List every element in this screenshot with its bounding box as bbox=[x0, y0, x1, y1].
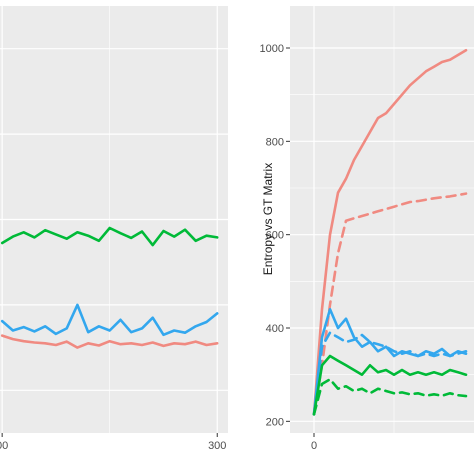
right-panel-grid bbox=[290, 6, 474, 433]
left-panel-x-ticks: 00 300 bbox=[0, 433, 226, 452]
right-series-line-3 bbox=[312, 331, 468, 416]
right-panel-ticks: 0 200 400 600 800 1000 bbox=[260, 43, 318, 452]
right-x-tick-label: 0 bbox=[311, 440, 317, 452]
left-panel-series bbox=[0, 226, 219, 349]
left-series-line-2 bbox=[0, 334, 219, 349]
right-y-tick-label: 400 bbox=[266, 323, 284, 335]
left-panel: 00 300 bbox=[0, 6, 228, 452]
left-series-line-0 bbox=[0, 226, 219, 247]
right-series-line-4 bbox=[312, 354, 468, 416]
right-y-tick-label: 200 bbox=[266, 416, 284, 428]
right-series-line-1 bbox=[312, 192, 468, 416]
right-y-axis-title: Entropy vs GT Matrix bbox=[261, 163, 275, 275]
left-panel-grid bbox=[0, 6, 228, 433]
right-panel: 0 200 400 600 800 1000 Entropy vs GT Matrix bbox=[260, 6, 474, 452]
right-y-tick-label: 1000 bbox=[260, 43, 284, 55]
left-x-tick-label: 00 bbox=[0, 440, 8, 452]
right-series-line-0 bbox=[312, 49, 468, 416]
left-x-tick-label: 300 bbox=[208, 440, 226, 452]
right-series-line-5 bbox=[312, 378, 468, 416]
right-y-tick-label: 800 bbox=[266, 136, 284, 148]
right-panel-series bbox=[312, 49, 468, 416]
left-series-line-1 bbox=[0, 303, 219, 337]
right-y-tick-label: 600 bbox=[266, 230, 284, 242]
right-series-line-2 bbox=[312, 308, 468, 416]
